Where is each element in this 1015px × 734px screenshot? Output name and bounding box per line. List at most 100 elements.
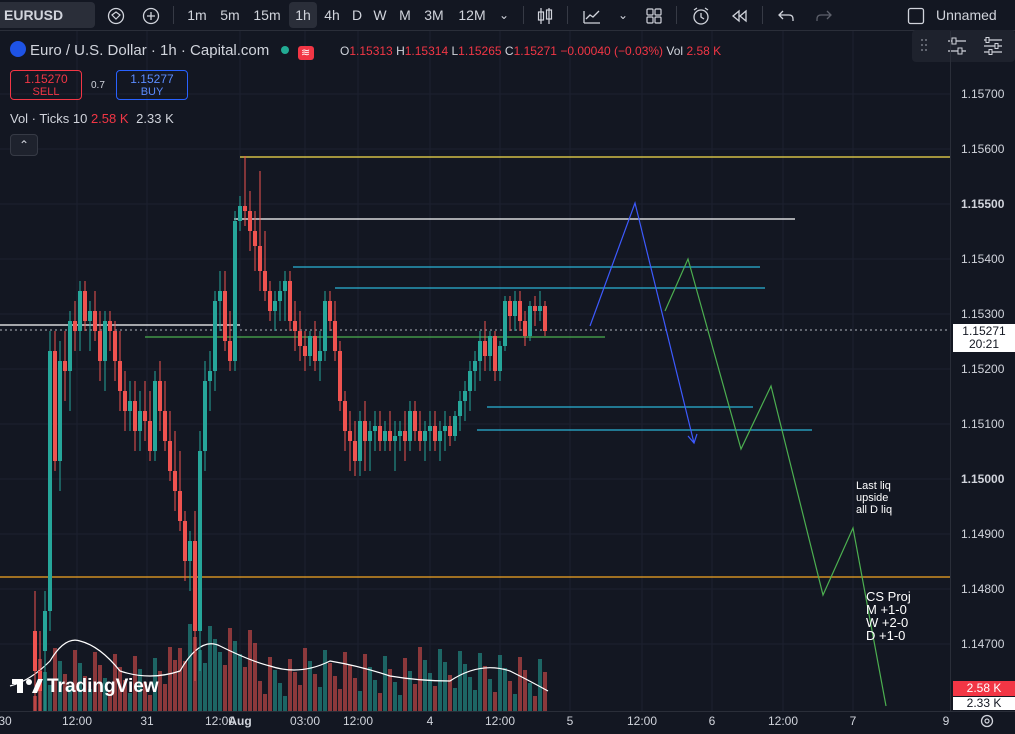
- volume-bar: [223, 665, 227, 711]
- volume-bar: [423, 660, 427, 711]
- close-label: C: [504, 44, 514, 58]
- timeframe-1h[interactable]: 1h: [289, 2, 317, 28]
- replay-icon[interactable]: [724, 0, 754, 30]
- alarm-clock-icon[interactable]: [686, 0, 716, 30]
- symbol-search[interactable]: EURUSD: [0, 2, 95, 28]
- layout-grid-icon[interactable]: [640, 0, 668, 30]
- redo-icon[interactable]: [810, 0, 838, 30]
- candle-body: [128, 401, 132, 411]
- timeframe-w[interactable]: W: [373, 7, 387, 23]
- volume-bar: [98, 665, 102, 711]
- price-tick-label: 1.14700: [961, 637, 1005, 651]
- volume-bar: [338, 689, 342, 711]
- volume-bar: [128, 693, 132, 711]
- candle-body: [393, 436, 397, 441]
- low-value: 1.15265: [458, 44, 502, 58]
- candle-body: [518, 301, 522, 321]
- add-symbol-icon[interactable]: [136, 0, 166, 30]
- candle-body: [248, 211, 252, 231]
- volume-bar: [398, 695, 402, 711]
- volume-bar: [248, 630, 252, 711]
- timeframe-1m[interactable]: 1m: [187, 7, 207, 23]
- candle-body: [308, 336, 312, 356]
- volume-bar: [118, 667, 122, 711]
- buy-label: BUY: [140, 86, 164, 98]
- volume-bar: [93, 652, 97, 711]
- collapse-legend-button[interactable]: ⌃: [10, 134, 38, 156]
- candle-body: [58, 361, 62, 461]
- volume-bar: [173, 660, 177, 711]
- candle-body: [493, 336, 497, 371]
- current-price-badge: 1.15271 20:21: [953, 324, 1015, 352]
- candle-body: [268, 291, 272, 311]
- volume-bar: [158, 671, 162, 711]
- sell-button[interactable]: 1.15270 SELL: [10, 70, 82, 100]
- indicators-icon[interactable]: [578, 0, 606, 30]
- candle-body: [328, 301, 332, 321]
- volume-bar: [373, 680, 377, 711]
- tradingview-logo-icon: [12, 676, 44, 700]
- timeframe-m[interactable]: M: [399, 7, 411, 23]
- chevron-down-icon[interactable]: ⌄: [617, 8, 629, 22]
- object-tree-panel[interactable]: [912, 30, 1015, 62]
- volume-bar: [458, 651, 462, 711]
- chart-pane[interactable]: [0, 31, 950, 711]
- buy-button[interactable]: 1.15277 BUY: [116, 70, 188, 100]
- candle-body: [383, 431, 387, 441]
- volume-bar: [348, 665, 352, 711]
- price-tick-label: 1.15300: [961, 307, 1005, 321]
- candle-body: [463, 391, 467, 401]
- volume-bar: [473, 690, 477, 711]
- timeframe-4h[interactable]: 4h: [324, 7, 340, 23]
- filter-sliders-icon[interactable]: [982, 36, 1004, 61]
- volume-bar: [478, 653, 482, 711]
- alert-icon[interactable]: [101, 0, 131, 30]
- timeframe-5m[interactable]: 5m: [220, 7, 240, 23]
- candle-body: [283, 281, 287, 291]
- chevron-down-icon[interactable]: ⌄: [498, 8, 510, 22]
- drag-handle-icon[interactable]: [920, 38, 928, 52]
- candle-body: [498, 346, 502, 371]
- volume-bar: [513, 694, 517, 711]
- volume-bar: [268, 657, 272, 711]
- settings-sliders-icon[interactable]: [946, 36, 968, 61]
- candle-body: [278, 291, 282, 301]
- timeframe-15m[interactable]: 15m: [253, 7, 281, 23]
- candle-body: [43, 611, 47, 651]
- candle-body: [348, 431, 352, 441]
- volume-bar: [168, 647, 172, 711]
- candle-body: [163, 411, 167, 441]
- time-scale[interactable]: 30 12:00 31 12:00 Aug 03:00 12:00 4 12:00 5 12:00 6…: [0, 711, 1015, 731]
- symbol-title: Euro / U.S. Dollar · 1h · Capital.com: [30, 42, 270, 59]
- timeframe-12m[interactable]: 12M: [458, 7, 486, 23]
- volume-bar: [313, 674, 317, 711]
- candles-icon[interactable]: [532, 0, 558, 30]
- time-tick-label: 5: [566, 714, 574, 728]
- candle-body: [313, 336, 317, 361]
- candle-body: [33, 631, 37, 671]
- timeframe-d[interactable]: D: [351, 7, 363, 23]
- volume-ma-line: [9, 639, 549, 692]
- settings-gear-icon[interactable]: [979, 713, 995, 734]
- timeframe-3m[interactable]: 3M: [424, 7, 444, 23]
- undo-icon[interactable]: [772, 0, 800, 30]
- volume-legend: Vol · Ticks 10 2.58 K 2.33 K: [10, 111, 174, 126]
- layout-icon[interactable]: [904, 0, 928, 30]
- volume-bar: [233, 641, 237, 711]
- volume-bar: [543, 672, 547, 711]
- candle-body: [223, 291, 227, 341]
- candle-body: [68, 321, 72, 371]
- volume-bar: [243, 667, 247, 711]
- candle-body: [403, 431, 407, 441]
- high-value: 1.15314: [404, 44, 449, 58]
- layout-name[interactable]: Unnamed: [936, 7, 997, 23]
- volume-bar: [153, 658, 157, 711]
- price-scale[interactable]: 1.15700 1.15600 1.15500 1.15400 1.15300 1.152…: [950, 31, 1015, 711]
- tradingview-logo: TradingView: [12, 676, 159, 700]
- candle-body: [133, 401, 137, 431]
- volume-bar: [468, 677, 472, 711]
- candle-body: [123, 391, 127, 411]
- candle-body: [473, 361, 477, 371]
- candle-body: [513, 301, 517, 316]
- current-price-value: 1.15271: [962, 324, 1006, 338]
